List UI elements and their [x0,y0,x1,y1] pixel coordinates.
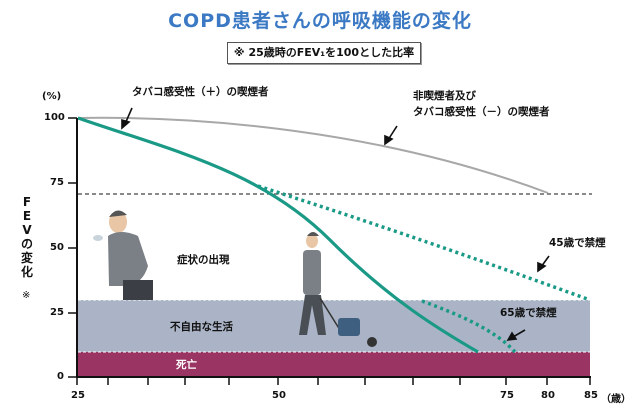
y-tick-50: 50 [50,242,64,253]
x-tick-75: 75 [500,390,514,401]
death-band [78,352,590,377]
y-tick-25: 25 [50,307,64,318]
y-tick-100: 100 [44,112,65,123]
y-axis-footnote-mark: ※ [22,290,31,301]
symptoms-label: 症状の出現 [177,254,230,266]
annotation-arrows [121,107,550,341]
quit65-label: 65歳で禁煙 [500,307,557,319]
death-label: 死亡 [176,359,197,371]
nonsmoker-label-line1: 非喫煙者及び [413,90,476,102]
x-unit: （歳） [601,394,631,405]
y-tick-75: 75 [50,177,64,188]
coughing-man-illustration [93,210,153,300]
y-unit: (%) [42,91,62,102]
walking-man-oxygen-illustration [299,232,377,347]
smoker-sensitive-label: タバコ感受性（＋）の喫煙者 [132,86,269,98]
x-tick-85: 85 [584,390,598,401]
y-tick-0: 0 [57,371,64,382]
x-tick-50: 50 [272,390,286,401]
nonsmoker-curve [77,116,549,194]
y-axis-label: F E V の 変 化 [20,195,33,279]
quit45-label: 45歳で禁煙 [549,237,606,249]
quit45-curve [257,184,591,302]
disabled-life-label: 不自由な生活 [170,321,233,333]
x-tick-80: 80 [541,390,555,401]
baseline-note: ※ 25歳時のFEV₁を100とした比率 [227,42,421,64]
x-tick-25: 25 [71,390,85,401]
smoker-curve [77,116,479,354]
nonsmoker-label-line2: タバコ感受性（－）の喫煙者 [413,106,550,118]
chart-title: COPD患者さんの呼吸機能の変化 [168,10,472,32]
